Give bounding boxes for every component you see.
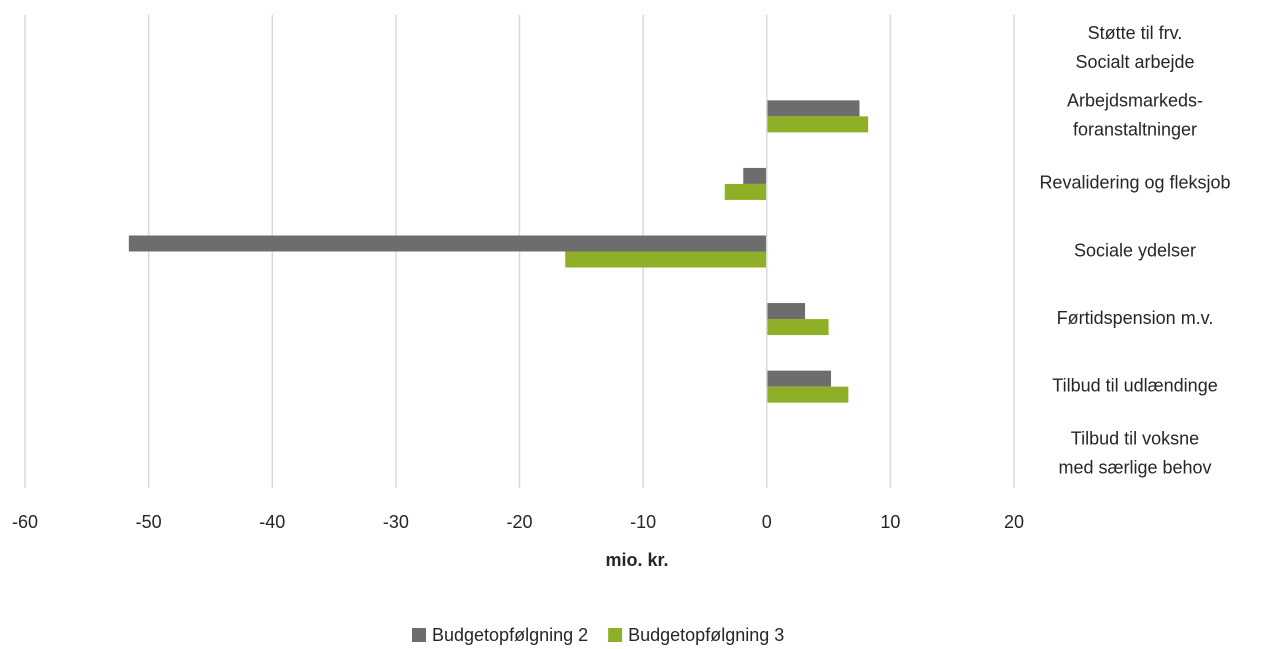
x-tick-label: -40 — [259, 512, 285, 532]
legend-swatch — [412, 628, 426, 642]
x-tick-label: -50 — [136, 512, 162, 532]
category-label: Sociale ydelser — [1074, 240, 1196, 260]
category-label: Tilbud til udlændinge — [1052, 375, 1217, 395]
x-axis-title: mio. kr. — [605, 550, 668, 570]
category-label: Socialt arbejde — [1075, 52, 1194, 72]
category-label: med særlige behov — [1058, 457, 1211, 477]
bar — [766, 370, 832, 387]
x-tick-label: -30 — [383, 512, 409, 532]
category-label: Revalidering og fleksjob — [1039, 173, 1230, 193]
x-tick-label: -60 — [12, 512, 38, 532]
legend-label: Budgetopfølgning 2 — [432, 625, 588, 645]
category-label: Førtidspension m.v. — [1057, 308, 1214, 328]
bar — [743, 167, 767, 184]
category-label: Støtte til frv. — [1088, 23, 1183, 43]
x-tick-label: -10 — [630, 512, 656, 532]
bar — [766, 319, 829, 336]
bar — [128, 235, 767, 252]
category-label: Arbejdsmarkeds- — [1067, 91, 1203, 111]
bar — [724, 183, 767, 200]
bar — [766, 303, 806, 320]
x-tick-label: 20 — [1004, 512, 1024, 532]
bar — [766, 116, 869, 133]
bar — [565, 251, 767, 268]
category-label: Tilbud til voksne — [1071, 428, 1199, 448]
legend-swatch — [608, 628, 623, 642]
x-tick-label: 10 — [880, 512, 900, 532]
bar — [766, 100, 860, 117]
legend-label: Budgetopfølgning 3 — [628, 625, 784, 645]
x-tick-label: 0 — [762, 512, 772, 532]
x-tick-label: -20 — [506, 512, 532, 532]
bar — [766, 386, 849, 403]
category-label: foranstaltninger — [1073, 120, 1197, 140]
